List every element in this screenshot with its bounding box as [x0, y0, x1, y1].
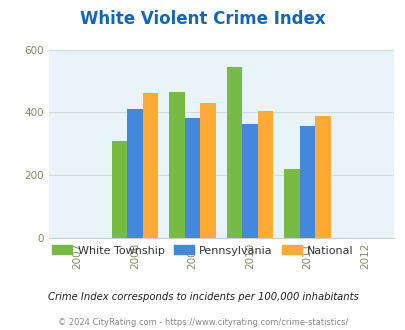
Text: Crime Index corresponds to incidents per 100,000 inhabitants: Crime Index corresponds to incidents per… [47, 292, 358, 302]
Bar [315, 116, 330, 238]
Bar [184, 118, 200, 238]
Bar [284, 169, 299, 238]
Bar [127, 109, 143, 238]
Bar [200, 103, 215, 238]
Text: White Violent Crime Index: White Violent Crime Index [80, 10, 325, 28]
Bar [226, 67, 242, 238]
Bar [111, 141, 127, 238]
Text: © 2024 CityRating.com - https://www.cityrating.com/crime-statistics/: © 2024 CityRating.com - https://www.city… [58, 318, 347, 327]
Bar [299, 126, 315, 238]
Legend: White Township, Pennsylvania, National: White Township, Pennsylvania, National [48, 241, 357, 260]
Bar [169, 92, 184, 238]
Bar [242, 124, 257, 238]
Bar [257, 111, 273, 238]
Bar [143, 93, 158, 238]
